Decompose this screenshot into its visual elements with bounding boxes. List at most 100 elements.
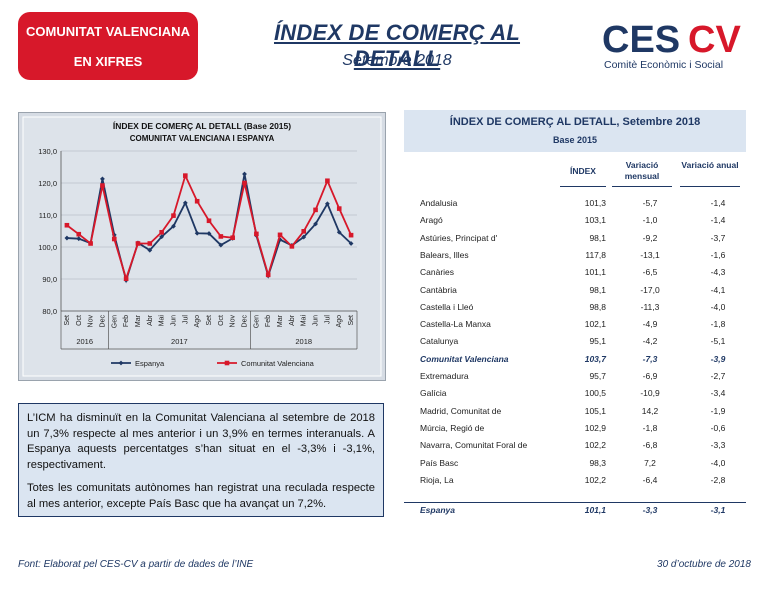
data-point-comunitat-valenciana (159, 229, 164, 235)
data-point-comunitat-valenciana (301, 229, 307, 234)
x-tick-label: Jun (313, 315, 320, 326)
row-name: Cantàbria (420, 284, 457, 295)
data-point-comunitat-valenciana (88, 241, 93, 246)
table-title: ÍNDEX DE COMERÇ AL DETALL, Setembre 2018 (449, 116, 701, 128)
row-annual: -2,7 (710, 371, 726, 381)
data-point-comunitat-valenciana (194, 198, 200, 204)
y-tick-label: 80,0 (42, 307, 57, 316)
row-index: 101,1 (584, 267, 606, 278)
total-separator (404, 502, 746, 503)
row-name: Galícia (420, 388, 447, 399)
x-tick-label: Feb (123, 315, 130, 327)
row-index: 102,1 (584, 319, 606, 330)
table-row-total: Espanya 101,1 -3,3 -3,1 (420, 505, 750, 519)
x-tick-label: Ago (336, 315, 343, 328)
summary-box: L’ICM ha disminuït en la Comunitat Valen… (18, 403, 384, 517)
data-point-comunitat-valenciana (289, 244, 295, 249)
table-row: Rioja, La 102,2 -6,4 -2,8 (420, 475, 750, 489)
table-row: Astúries, Principat d' 98,1 -9,2 -3,7 (420, 233, 750, 247)
row-monthly: -17,0 (640, 284, 660, 295)
row-index: 100,5 (584, 388, 606, 399)
data-point-comunitat-valenciana (325, 178, 330, 184)
row-name: Múrcia, Regió de (420, 422, 485, 433)
badge-line-2: EN XIFRES (73, 54, 143, 69)
data-point-comunitat-valenciana (76, 231, 82, 237)
x-tick-label: Set (64, 315, 71, 326)
data-point-comunitat-valenciana (123, 276, 129, 281)
x-tick-label: Abr (147, 314, 154, 326)
year-label: 2017 (171, 337, 188, 346)
row-monthly: -10,9 (640, 388, 660, 399)
row-monthly: -6,8 (642, 440, 658, 451)
x-tick-label: Abr (289, 314, 296, 326)
row-index: 105,1 (584, 405, 606, 416)
data-point-comunitat-valenciana (206, 218, 212, 224)
row-name: Extremadura (420, 371, 469, 381)
data-point-comunitat-valenciana (100, 183, 105, 188)
row-index: 102,2 (584, 440, 606, 451)
row-index: 102,2 (584, 474, 606, 485)
row-annual: -4,0 (710, 301, 726, 312)
row-annual: -3,7 (710, 232, 726, 243)
row-annual: -3,3 (710, 440, 726, 451)
row-name: Castella i Lleó (420, 301, 474, 312)
row-monthly: -3,3 (642, 505, 658, 515)
y-tick-label: 110,0 (39, 211, 57, 220)
row-annual: -4,1 (710, 284, 726, 295)
data-point-comunitat-valenciana (183, 173, 188, 178)
data-point-comunitat-valenciana (147, 241, 153, 246)
row-name: País Basc (420, 457, 459, 468)
x-tick-label: Gen (253, 315, 260, 328)
row-monthly: 14,2 (641, 405, 659, 416)
data-point-comunitat-valenciana (277, 232, 283, 238)
page-title: ÍNDEX DE COMERÇ AL DETALL (273, 20, 521, 71)
row-name: Balears, Illes (420, 249, 469, 260)
x-tick-label: Nov (230, 315, 237, 328)
table-row: Madrid, Comunitat de 105,1 14,2 -1,9 (420, 406, 750, 420)
row-annual: -1,9 (710, 405, 726, 416)
data-point-espanya (206, 231, 212, 236)
data-point-espanya (348, 241, 354, 246)
row-monthly: -7,3 (642, 353, 658, 364)
summary-paragraph-1: L’ICM ha disminuït en la Comunitat Valen… (27, 412, 375, 471)
table-row: País Basc 98,3 7,2 -4,0 (420, 458, 750, 472)
row-monthly: -6,9 (642, 371, 658, 381)
x-tick-label: Mar (135, 314, 142, 327)
data-point-espanya (336, 229, 342, 235)
data-point-comunitat-valenciana (348, 232, 354, 238)
col-header-annual: Variació anual (681, 160, 739, 170)
table-row: Comunitat Valenciana 103,7 -7,3 -3,9 (420, 354, 750, 368)
region-badge: COMUNITAT VALENCIANA EN XIFRES (18, 12, 198, 80)
year-label: 2018 (295, 337, 312, 346)
row-monthly: -4,2 (642, 336, 658, 347)
table-row: Múrcia, Regió de 102,9 -1,8 -0,6 (420, 423, 750, 437)
table-row: Catalunya 95,1 -4,2 -5,1 (420, 336, 750, 350)
col-underline-annual (680, 186, 740, 187)
row-name: Catalunya (420, 336, 459, 347)
source-note: Font: Elaborat pel CES-CV a partir de da… (18, 559, 254, 570)
row-index: 95,7 (589, 371, 606, 381)
y-tick-label: 130,0 (38, 147, 57, 156)
data-point-comunitat-valenciana (64, 222, 70, 228)
row-index: 103,7 (584, 353, 606, 364)
x-tick-label: Gen (111, 315, 118, 328)
x-tick-label: Set (206, 315, 213, 326)
row-monthly: -1,0 (642, 215, 658, 226)
x-tick-label: Jun (170, 315, 177, 326)
row-name: Navarra, Comunitat Foral de (420, 440, 528, 451)
row-index: 95,1 (589, 336, 606, 347)
row-annual: -3,9 (710, 353, 726, 364)
y-tick-label: 120,0 (38, 179, 57, 188)
data-point-espanya (313, 221, 318, 227)
table-header-band: ÍNDEX DE COMERÇ AL DETALL, Setembre 2018… (404, 110, 746, 152)
y-tick-label: 100,0 (38, 243, 57, 252)
legend-label: Comunitat Valenciana (241, 359, 315, 368)
row-annual: -1,4 (710, 215, 726, 226)
row-annual: -1,4 (710, 198, 726, 208)
chart-subtitle: COMUNITAT VALENCIANA I ESPANYA (130, 134, 275, 143)
row-index: 101,1 (584, 505, 606, 515)
x-tick-label: Dec (99, 315, 106, 328)
row-index: 98,8 (589, 301, 606, 312)
data-point-espanya (76, 236, 82, 242)
row-annual: -3,4 (710, 388, 726, 399)
